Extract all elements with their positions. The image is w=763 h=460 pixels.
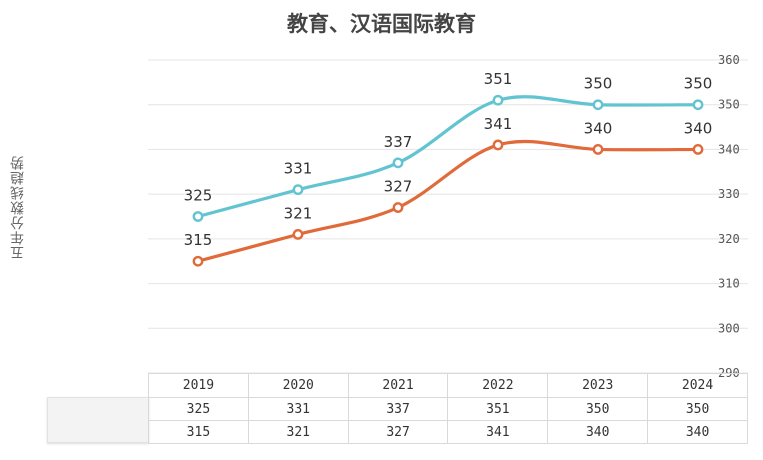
table-cell: 315 xyxy=(148,420,249,444)
data-label: 321 xyxy=(284,204,313,222)
data-label: 340 xyxy=(584,119,613,137)
table-header-cell: 2022 xyxy=(447,373,549,398)
table-cell: 341 xyxy=(447,420,549,444)
y-tick-label: 340 xyxy=(718,142,740,156)
data-point xyxy=(592,99,604,111)
table-header-row: 2019 2020 2021 2022 2023 2024 xyxy=(148,373,748,398)
data-point xyxy=(692,99,704,111)
table-cell: 351 xyxy=(447,397,549,421)
data-point xyxy=(592,144,604,155)
series-line-1 xyxy=(196,95,700,219)
table-cell: 350 xyxy=(547,397,649,421)
table-header-cell: 2023 xyxy=(547,373,649,398)
data-label: 350 xyxy=(584,75,613,93)
data-point xyxy=(392,202,404,213)
data-label: 340 xyxy=(684,119,713,137)
table-cell: 325 xyxy=(148,397,249,421)
data-point xyxy=(492,139,504,151)
y-tick-label: 300 xyxy=(718,321,740,335)
table-cell: 321 xyxy=(247,420,349,444)
data-point xyxy=(692,144,704,155)
data-point xyxy=(192,211,204,222)
table-header-cell: 2024 xyxy=(647,373,748,398)
data-label: 315 xyxy=(184,231,213,249)
y-tick-label: 350 xyxy=(718,98,740,112)
data-label: 327 xyxy=(384,178,413,196)
table-cell: 337 xyxy=(347,397,449,421)
table-row: 325 331 337 351 350 350 xyxy=(148,397,748,421)
data-point xyxy=(392,157,404,169)
table-cell: 331 xyxy=(247,397,349,421)
data-point xyxy=(492,94,504,106)
series-line-2 xyxy=(196,139,700,263)
data-label: 337 xyxy=(384,133,413,151)
data-point xyxy=(292,184,304,196)
chart-title: 教育、汉语国际教育 xyxy=(287,12,476,36)
table-header-cell: 2021 xyxy=(347,373,449,398)
data-point xyxy=(292,228,304,240)
table-cell: 340 xyxy=(647,420,748,444)
table-row: 315 321 327 341 340 340 xyxy=(148,420,748,444)
y-tick-label: 360 xyxy=(718,53,740,67)
data-label: 325 xyxy=(184,187,213,205)
data-table: 2019 2020 2021 2022 2023 2024 325 331 337 351 350… xyxy=(148,373,748,444)
legend-placeholder xyxy=(47,397,149,443)
data-point xyxy=(192,255,204,267)
table-cell: 350 xyxy=(647,397,748,421)
data-label: 351 xyxy=(484,70,513,88)
table-cell: 340 xyxy=(547,420,649,444)
y-tick-label: 310 xyxy=(718,277,740,291)
y-tick-label: 330 xyxy=(718,187,740,201)
data-label: 341 xyxy=(484,115,513,133)
y-tick-label: 320 xyxy=(718,232,740,246)
data-label: 331 xyxy=(284,160,313,178)
data-label: 350 xyxy=(684,75,713,93)
table-header-cell: 2019 xyxy=(148,373,249,398)
table-cell: 327 xyxy=(347,420,449,444)
table-header-cell: 2020 xyxy=(247,373,349,398)
